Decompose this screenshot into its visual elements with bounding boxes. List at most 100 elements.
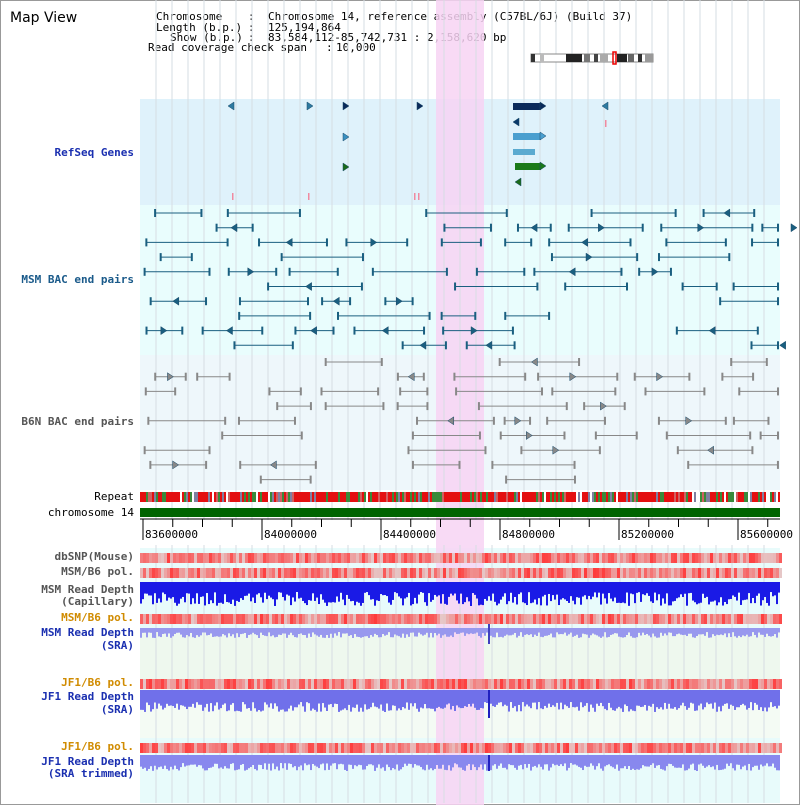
repeat-segment [272, 492, 274, 502]
msm-pol-heat [260, 568, 263, 578]
msm-sra-depth-bar [644, 628, 646, 635]
repeat-segment [174, 492, 176, 502]
msm-capillary-depth-bar [378, 582, 380, 602]
msm-pol2-heat [305, 614, 308, 624]
jf1-sra-depth-bar [286, 690, 288, 712]
repeat-segment [458, 492, 460, 502]
msm-sra-depth-bar [348, 628, 350, 636]
msm-bac-pair-end [548, 311, 551, 320]
msm-capillary-depth-bar [454, 582, 456, 594]
repeat-segment [150, 492, 152, 502]
repeat-segment [184, 492, 186, 502]
jf1-sra-depth-bar [356, 690, 358, 705]
jf1-trim-depth-bar [394, 755, 396, 770]
dbsnp-heat [512, 553, 515, 563]
msm-capillary-depth-bar [494, 582, 496, 602]
msm-pol-heat [617, 568, 620, 578]
jf1-pol2-heat [641, 743, 644, 753]
msm-pol2-heat [308, 614, 311, 624]
msm-capillary-depth-bar [276, 582, 278, 600]
msm-capillary-depth-bar [710, 582, 712, 602]
msm-pol-heat [479, 568, 482, 578]
jf1-sra-depth-bar [550, 690, 552, 708]
jf1-trim-depth-bar [386, 755, 388, 765]
msm-capillary-depth-bar [242, 582, 244, 600]
jf1-sra-depth-bar [168, 690, 170, 706]
msm-capillary-depth-bar [468, 582, 470, 602]
dbsnp-heat [293, 553, 296, 563]
jf1-pol-heat [350, 679, 353, 689]
b6n-bac-pair-end [205, 460, 208, 469]
msm-capillary-depth-bar [270, 582, 272, 598]
jf1-trim-depth-bar [358, 755, 360, 765]
msm-pol2-heat [206, 614, 209, 624]
msm-capillary-depth-bar [634, 582, 636, 604]
jf1-pol2-heat [401, 743, 404, 753]
msm-capillary-depth-bar [528, 582, 530, 593]
repeat-segment [680, 492, 682, 502]
jf1-trim-depth-bar [476, 755, 478, 771]
jf1-sra-depth-bar [208, 690, 210, 712]
jf1-sra-depth-bar [696, 690, 698, 711]
jf1-sra-depth-bar [620, 690, 622, 709]
jf1-sra-depth-bar [490, 690, 492, 704]
dbsnp-heat [620, 553, 623, 563]
b6n-bac-pair-arrow [525, 431, 533, 440]
jf1-sra-depth-bar [686, 690, 688, 710]
repeat-segment [364, 492, 366, 502]
repeat-segment [414, 492, 416, 502]
jf1-pol2-heat [371, 743, 374, 753]
jf1-pol-heat [749, 679, 752, 689]
msm-pol2-heat [161, 614, 164, 624]
msm-pol-heat [641, 568, 644, 578]
msm-pol-heat [686, 568, 689, 578]
msm-pol2-heat [674, 614, 677, 624]
msm-bac-pair-arrow [723, 208, 731, 218]
refseq-gene-arrow [539, 161, 547, 171]
repeat-segment [212, 492, 214, 502]
msm-pol-heat [299, 568, 302, 578]
jf1-pol2-heat [383, 743, 386, 753]
jf1-sra-depth-bar [260, 690, 262, 712]
refseq-gene-arrow [416, 101, 424, 111]
dbsnp-heat [452, 553, 455, 563]
msm-sra-depth-bar [400, 628, 402, 638]
jf1-sra-depth-bar [672, 690, 674, 709]
b6n-bac-pair-end [426, 387, 429, 396]
dbsnp-heat [167, 553, 170, 563]
msm-pol-heat [614, 568, 617, 578]
jf1-trim-depth-bar [322, 755, 324, 764]
jf1-pol2-heat [275, 743, 278, 753]
msm-sra-depth-bar [762, 628, 764, 635]
repeat-segment [376, 492, 378, 502]
axis-tick-label: 83600000 [145, 528, 198, 541]
msm-sra-depth-bar [670, 628, 672, 633]
repeat-segment [610, 492, 612, 502]
jf1-pol-heat [275, 679, 278, 689]
msm-sra-depth-bar [234, 628, 236, 638]
msm-bac-pair-end [777, 297, 779, 306]
msm-bac-pair-end [275, 267, 278, 276]
msm-sra-depth-bar [758, 628, 760, 633]
jf1-pol2-heat [158, 743, 161, 753]
dbsnp-heat [383, 553, 386, 563]
msm-capillary-depth-bar [532, 582, 534, 603]
msm-pol-heat [263, 568, 266, 578]
jf1-pol-heat [497, 679, 500, 689]
msm-pol2-heat [266, 614, 269, 624]
jf1-trim-depth-bar [296, 755, 298, 771]
msm-sra-depth-bar [728, 628, 730, 634]
jf1-trim-depth-bar [486, 755, 488, 771]
jf1-pol-heat [218, 679, 221, 689]
jf1-pol-heat [632, 679, 635, 689]
repeat-segment [424, 492, 426, 502]
jf1-trim-depth-bar [438, 755, 440, 769]
repeat-segment [346, 492, 348, 502]
jf1-pol-heat [707, 679, 710, 689]
repeat-segment [528, 492, 530, 502]
jf1-pol2-heat [335, 743, 338, 753]
b6n-bac-pair-end [147, 416, 150, 425]
jf1-trim-depth-bar [776, 755, 778, 771]
msm-bac-pair-arrow [419, 340, 427, 350]
